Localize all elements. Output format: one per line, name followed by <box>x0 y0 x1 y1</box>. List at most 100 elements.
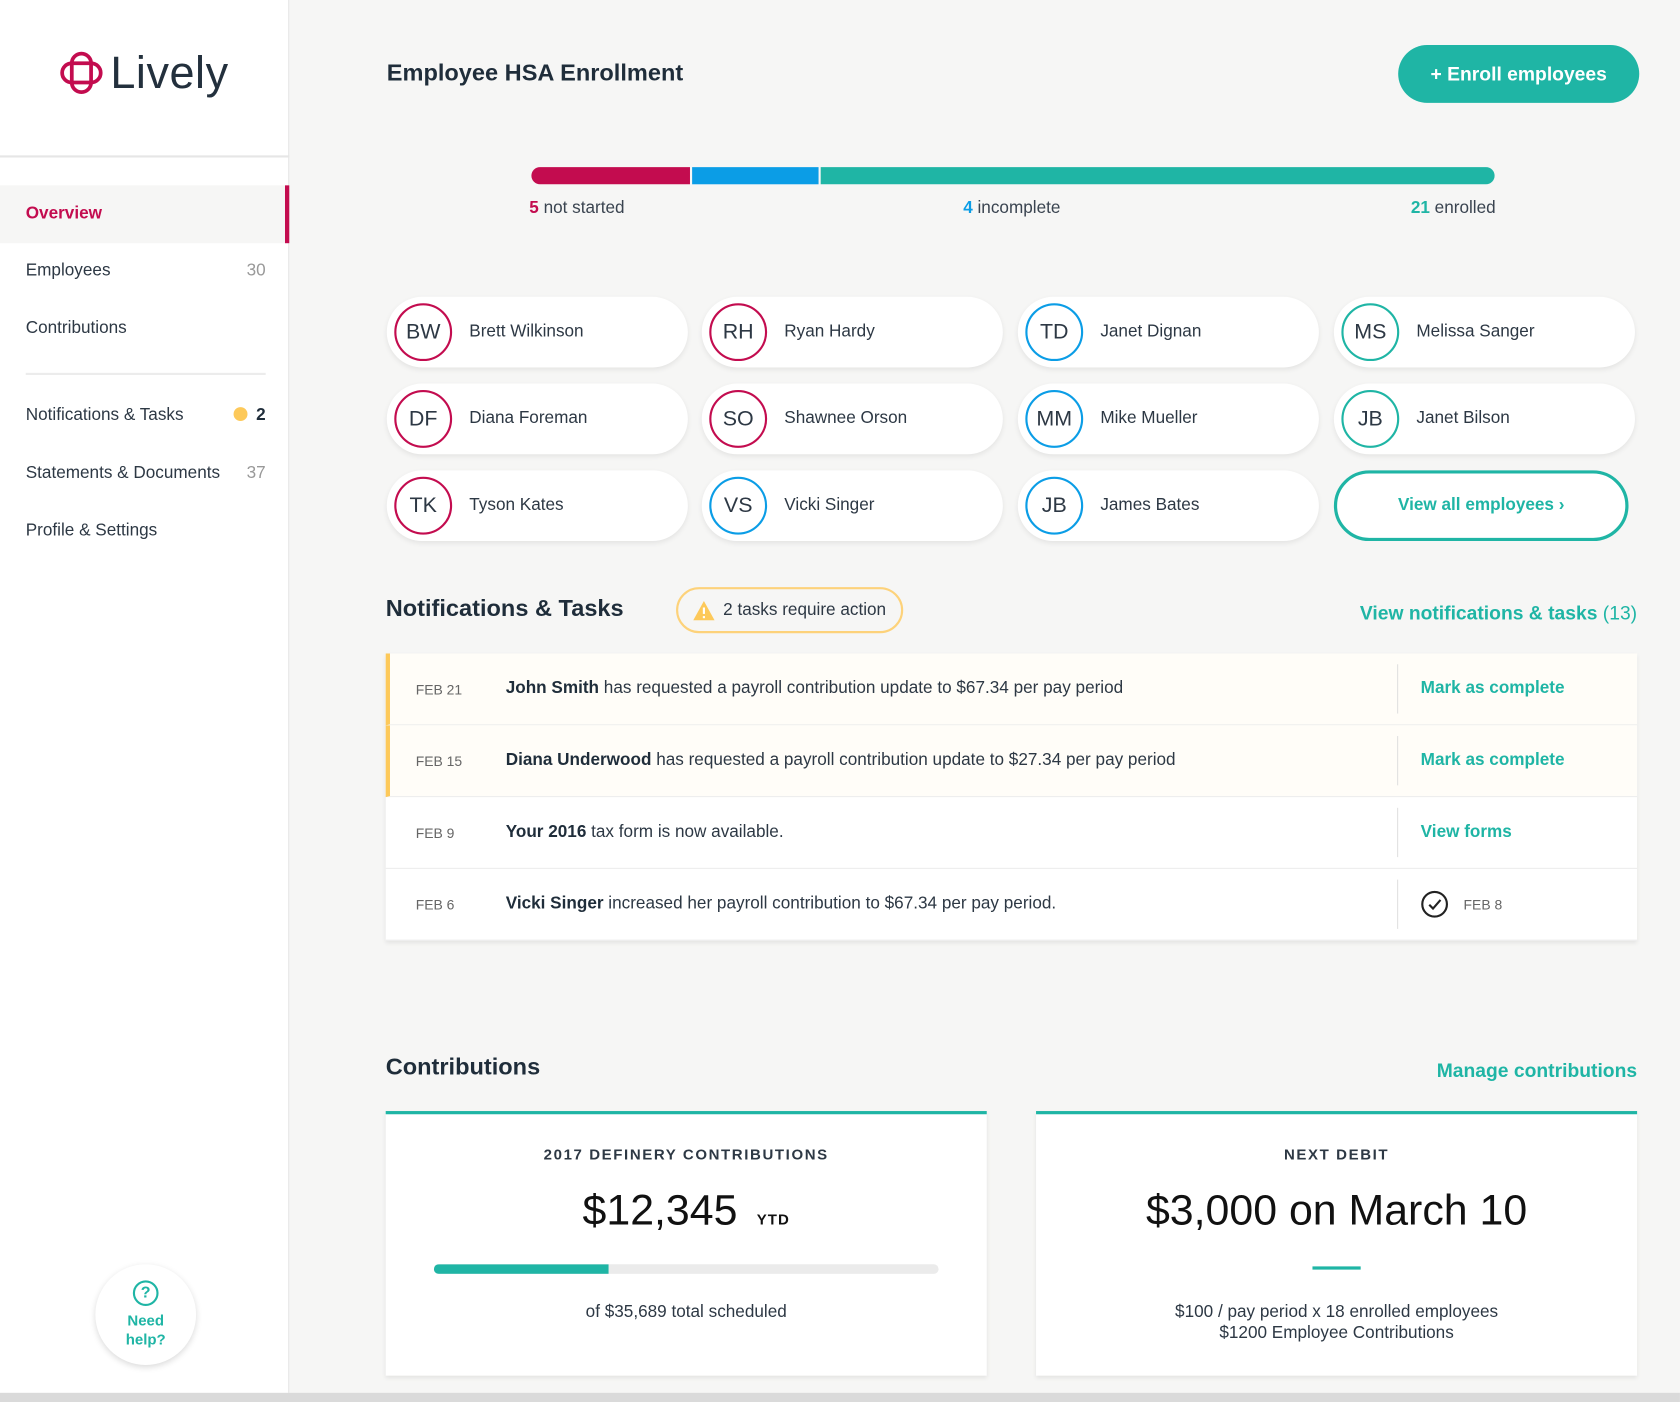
sidebar-item-contributions[interactable]: Contributions <box>0 300 289 358</box>
notifications-title: Notifications & Tasks <box>385 594 624 622</box>
completed-date: FEB 8 <box>1463 896 1503 913</box>
avatar: SO <box>709 389 768 448</box>
employee-card[interactable]: MS Melissa Sanger <box>1333 296 1635 368</box>
page-title: Employee HSA Enrollment <box>386 58 684 86</box>
employee-card[interactable]: TK Tyson Kates <box>386 470 688 542</box>
avatar: MS <box>1341 303 1400 362</box>
ytd-progress-fill <box>433 1264 609 1274</box>
bar-enrolled <box>820 167 1495 185</box>
manage-contributions-link[interactable]: Manage contributions <box>1436 1059 1638 1082</box>
contributions-title: Contributions <box>385 1053 541 1080</box>
bar-not-started <box>531 167 690 185</box>
notification-date: FEB 6 <box>415 896 455 913</box>
card-title: 2017 DEFINERY CONTRIBUTIONS <box>543 1145 829 1163</box>
notification-action: FEB 8 <box>1397 879 1503 929</box>
notification-row: FEB 9 Your 2016 tax form is now available… <box>385 797 1638 869</box>
nav-label: Profile & Settings <box>25 521 158 540</box>
notification-date: FEB 9 <box>415 824 455 841</box>
sidebar-item-employees[interactable]: Employees 30 <box>0 242 289 300</box>
avatar: JB <box>1025 476 1084 535</box>
employee-name: Shawnee Orson <box>784 409 908 428</box>
avatar: RH <box>709 303 768 362</box>
help-label: Need <box>127 1311 165 1329</box>
employee-name: Janet Dignan <box>1100 322 1202 341</box>
employee-name: Vicki Singer <box>784 496 875 515</box>
nav-count: 37 <box>246 463 266 483</box>
avatar: DF <box>394 389 453 448</box>
bottom-scrollbar[interactable] <box>0 1392 1680 1402</box>
view-all-employees-button[interactable]: View all employees › <box>1333 470 1629 542</box>
notification-dot-icon <box>233 407 248 422</box>
notification-action-link[interactable]: Mark as complete <box>1420 679 1565 698</box>
employee-name: Ryan Hardy <box>784 322 875 341</box>
ytd-progress-bar <box>433 1264 939 1274</box>
tasks-badge: 2 tasks require action <box>676 587 904 634</box>
warning-icon <box>693 600 715 620</box>
employee-card[interactable]: RH Ryan Hardy <box>701 296 1003 368</box>
notification-message: Your 2016 tax form is now available. <box>505 822 784 842</box>
notification-action: Mark as complete <box>1397 736 1565 786</box>
employee-name: Diana Foreman <box>469 409 588 428</box>
bar-incomplete <box>691 167 819 185</box>
employee-card[interactable]: JB James Bates <box>1017 470 1319 542</box>
notification-row: FEB 21 John Smith has requested a payroll… <box>385 653 1638 726</box>
avatar: JB <box>1341 389 1400 448</box>
divider <box>0 155 290 158</box>
employee-card[interactable]: BW Brett Wilkinson <box>386 296 688 368</box>
next-debit-detail: $100 / pay period x 18 enrolled employee… <box>1175 1302 1499 1322</box>
lively-logo-icon <box>60 51 103 95</box>
employee-card[interactable]: TD Janet Dignan <box>1017 296 1319 368</box>
employee-name: Tyson Kates <box>469 496 564 515</box>
sidebar: Lively Overview Employees 30 Contribution… <box>0 0 290 1393</box>
ytd-subtext: of $35,689 total scheduled <box>585 1302 787 1322</box>
notification-date: FEB 15 <box>415 752 463 769</box>
nav-count: 30 <box>246 261 266 280</box>
divider <box>25 372 266 375</box>
enrolled-label: 21 enrolled <box>1410 199 1496 218</box>
notification-action: Mark as complete <box>1397 664 1565 714</box>
nav-label: Employees <box>25 261 111 280</box>
nav-label: Statements & Documents <box>25 463 221 483</box>
notification-action-link[interactable]: Mark as complete <box>1420 751 1565 770</box>
nav-count: 2 <box>256 406 266 425</box>
ytd-amount: $12,345 YTD <box>582 1187 790 1235</box>
notification-date: FEB 21 <box>415 680 463 697</box>
avatar: VS <box>709 476 768 535</box>
employee-card[interactable]: VS Vicki Singer <box>701 470 1003 542</box>
avatar: TK <box>394 476 453 535</box>
nav-label: Overview <box>25 204 102 223</box>
divider <box>1312 1266 1361 1270</box>
check-circle-icon <box>1421 890 1448 918</box>
notifications-table: FEB 21 John Smith has requested a payroll… <box>385 653 1638 941</box>
avatar: BW <box>394 303 453 362</box>
sidebar-item-overview[interactable]: Overview <box>0 185 290 244</box>
notification-row: FEB 6 Vicki Singer increased her payroll … <box>385 869 1638 941</box>
card-title: NEXT DEBIT <box>1283 1145 1390 1163</box>
nav-label: Notifications & Tasks <box>25 406 184 425</box>
not-started-label: 5 not started <box>529 199 625 218</box>
need-help-button[interactable]: ? Need help? <box>95 1264 197 1365</box>
question-icon: ? <box>132 1280 159 1307</box>
employee-card[interactable]: JB Janet Bilson <box>1333 383 1635 455</box>
incomplete-label: 4 incomplete <box>963 199 1061 218</box>
avatar: TD <box>1025 303 1084 362</box>
logo[interactable]: Lively <box>59 47 229 98</box>
next-debit-amount: $3,000 on March 10 <box>1145 1187 1528 1235</box>
employee-name: James Bates <box>1100 496 1200 515</box>
employee-card[interactable]: SO Shawnee Orson <box>701 383 1003 455</box>
employee-card[interactable]: MM Mike Mueller <box>1017 383 1319 455</box>
nav-label: Contributions <box>25 319 127 338</box>
view-notifications-link[interactable]: View notifications & tasks (13) <box>1359 602 1638 624</box>
notification-action: View forms <box>1397 807 1512 858</box>
sidebar-item-notifications[interactable]: Notifications & Tasks 2 <box>0 387 289 445</box>
enroll-employees-button[interactable]: + Enroll employees <box>1398 44 1640 103</box>
notification-message: Diana Underwood has requested a payroll … <box>505 751 1176 770</box>
sidebar-item-statements[interactable]: Statements & Documents 37 <box>0 445 289 503</box>
notification-message: Vicki Singer increased her payroll contr… <box>505 894 1057 913</box>
brand-name: Lively <box>110 47 229 98</box>
sidebar-item-profile[interactable]: Profile & Settings <box>0 502 289 560</box>
next-debit-card: NEXT DEBIT $3,000 on March 10 $100 / pay… <box>1036 1111 1638 1376</box>
employee-card[interactable]: DF Diana Foreman <box>386 383 688 455</box>
notification-action-link[interactable]: View forms <box>1420 822 1512 842</box>
next-debit-detail: $1200 Employee Contributions <box>1219 1324 1454 1343</box>
